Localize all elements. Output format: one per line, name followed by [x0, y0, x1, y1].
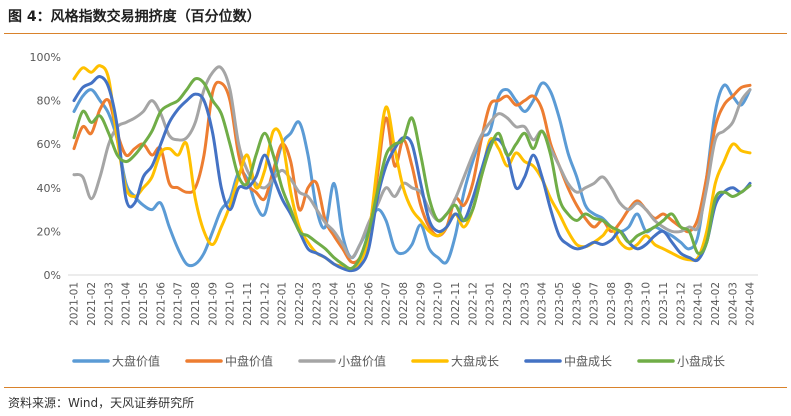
- legend-item: 大盘价值: [72, 354, 160, 369]
- x-tick-label: 2023-01: [485, 282, 497, 326]
- series-line-mid-cap-growth: [72, 75, 752, 273]
- legend-item: 中盘价值: [185, 354, 273, 369]
- y-tick-label: 0%: [44, 269, 61, 282]
- x-tick-label: 2022-01: [277, 282, 289, 326]
- x-tick-label: 2021-01: [69, 282, 81, 326]
- plot-area: [72, 64, 752, 273]
- series-line-small-cap-value: [72, 65, 752, 260]
- x-tick-label: 2021-09: [207, 282, 219, 326]
- x-tick-label: 2023-10: [641, 282, 653, 326]
- x-tick-label: 2021-06: [155, 282, 167, 326]
- source-note: 资料来源：Wind，天风证券研究所: [8, 396, 195, 410]
- x-axis: 2021-01 2021-02 2021-03 2021-04 2021-05 2021-…: [68, 274, 758, 326]
- y-tick-label: 80%: [37, 95, 61, 108]
- x-tick-label: 2021-05: [138, 282, 150, 326]
- legend-label: 小盘价值: [338, 354, 386, 369]
- legend: 大盘价值 中盘价值 小盘价值 大盘成长 中盘成长 小盘成长: [72, 354, 725, 369]
- legend-label: 小盘成长: [677, 354, 725, 369]
- x-tick-label: 2022-11: [450, 282, 462, 326]
- series-line-large-cap-growth: [72, 64, 752, 271]
- x-tick-label: 2022-08: [398, 282, 410, 326]
- x-tick-label: 2023-06: [571, 282, 583, 326]
- x-tick-label: 2022-07: [381, 282, 393, 326]
- y-axis: 0% 20% 40% 60% 80% 100%: [30, 51, 61, 282]
- legend-item: 中盘成长: [524, 354, 612, 369]
- x-tick-label: 2024-04: [745, 282, 757, 326]
- x-tick-label: 2023-09: [623, 282, 635, 326]
- x-tick-label: 2022-09: [415, 282, 427, 326]
- x-tick-label: 2021-04: [121, 282, 133, 326]
- legend-label: 中盘成长: [564, 354, 612, 369]
- x-tick-label: 2024-02: [710, 282, 722, 326]
- series-line-large-cap-value: [72, 81, 752, 268]
- chart-title: 图 4：风格指数交易拥挤度（百分位数）: [8, 9, 261, 25]
- legend-label: 大盘价值: [112, 354, 160, 369]
- series-line-small-cap-growth: [72, 77, 752, 271]
- x-tick-label: 2023-11: [658, 282, 670, 326]
- x-tick-label: 2023-08: [606, 282, 618, 326]
- title-divider: [4, 33, 787, 34]
- x-tick-label: 2023-12: [675, 282, 687, 326]
- x-tick-label: 2021-12: [259, 282, 271, 326]
- x-tick-label: 2023-03: [519, 282, 531, 326]
- y-tick-label: 20%: [37, 225, 61, 238]
- x-tick-label: 2022-12: [467, 282, 479, 326]
- x-tick-label: 2021-02: [86, 282, 98, 326]
- x-tick-label: 2024-01: [693, 282, 705, 326]
- x-tick-label: 2022-10: [433, 282, 445, 326]
- x-tick-label: 2022-02: [294, 282, 306, 326]
- legend-label: 大盘成长: [451, 354, 499, 369]
- x-tick-label: 2021-03: [103, 282, 115, 326]
- x-tick-label: 2021-10: [225, 282, 237, 326]
- legend-item: 小盘价值: [298, 354, 386, 369]
- x-tick-label: 2021-11: [242, 282, 254, 326]
- y-tick-label: 100%: [30, 51, 61, 64]
- y-tick-label: 40%: [37, 182, 61, 195]
- legend-label: 中盘价值: [225, 354, 273, 369]
- x-tick-label: 2023-04: [537, 282, 549, 326]
- x-tick-label: 2022-05: [346, 282, 358, 326]
- x-tick-label: 2022-06: [363, 282, 375, 326]
- x-tick-label: 2021-07: [173, 282, 185, 326]
- legend-item: 大盘成长: [411, 354, 499, 369]
- series-line-mid-cap-value: [72, 80, 752, 265]
- x-tick-label: 2023-02: [502, 282, 514, 326]
- x-tick-label: 2023-07: [589, 282, 601, 326]
- x-tick-label: 2023-05: [554, 282, 566, 326]
- x-tick-label: 2021-08: [190, 282, 202, 326]
- x-tick-label: 2022-03: [311, 282, 323, 326]
- legend-item: 小盘成长: [637, 354, 725, 369]
- y-tick-label: 60%: [37, 138, 61, 151]
- source-divider: [4, 387, 787, 388]
- x-tick-label: 2022-04: [329, 282, 341, 326]
- x-tick-label: 2024-03: [727, 282, 739, 326]
